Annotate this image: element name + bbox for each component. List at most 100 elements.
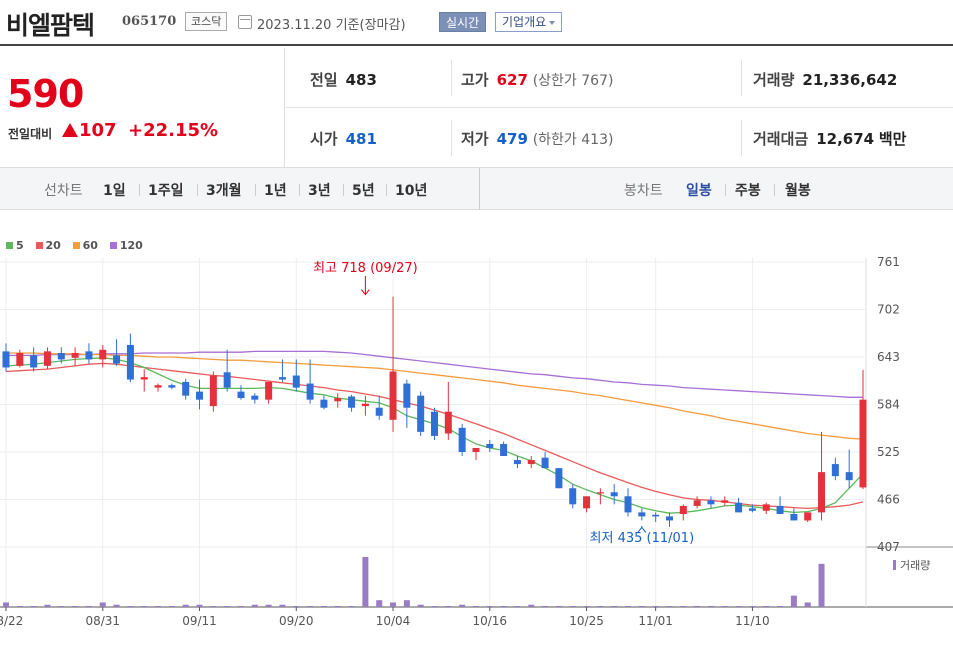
candle-daily[interactable]: 일봉 [686, 183, 712, 199]
candle-body [721, 500, 729, 503]
y-tick-label: 761 [877, 255, 900, 269]
candle-body [403, 383, 411, 408]
candle-monthly[interactable]: 월봉 [785, 183, 811, 199]
period-5y[interactable]: 5년 [352, 183, 375, 199]
candle-body [348, 396, 356, 408]
volume-bar [44, 604, 51, 607]
candle [458, 423, 466, 457]
candle-body [43, 351, 51, 366]
candle-body [638, 512, 646, 517]
candle-body [472, 447, 480, 452]
candle [624, 488, 632, 517]
candle-body [320, 399, 328, 408]
candle-body [334, 398, 342, 402]
candle-body [665, 516, 673, 521]
change-label: 전일대비 [8, 127, 53, 141]
candle [292, 359, 300, 392]
period-10y[interactable]: 10년 [395, 183, 428, 199]
company-info-dropdown[interactable]: 기업개요 [495, 12, 563, 32]
y-tick-label: 702 [877, 303, 900, 317]
candle [237, 385, 245, 400]
x-tick-label: 10/25 [569, 614, 604, 628]
realtime-button[interactable]: 실시간 [439, 12, 487, 32]
candle-body [500, 443, 508, 457]
volume-bar [210, 606, 217, 607]
volume-bar [307, 606, 314, 607]
trade-value: 거래대금 12,674 백만 [753, 130, 907, 148]
volume-bar [555, 606, 562, 607]
price-chart: 761 702 643 584 525 466 407 08/22 08/31 09/11 09/2… [0, 255, 953, 628]
candle [500, 441, 508, 457]
candle [665, 512, 673, 527]
candle [361, 395, 369, 416]
candle-body [417, 395, 425, 432]
candle [30, 347, 38, 372]
candle [223, 349, 231, 392]
candle [85, 343, 93, 364]
candle-body [237, 391, 245, 399]
x-tick-label: 08/22 [0, 614, 23, 628]
candle [71, 347, 79, 366]
volume-bar [431, 606, 438, 607]
candle-body [541, 457, 549, 469]
y-tick-label: 525 [877, 445, 900, 459]
period-1d[interactable]: 1일 [103, 183, 126, 199]
volume-bar [514, 606, 521, 607]
candle-body [859, 399, 867, 488]
candle [417, 391, 425, 436]
volume-bar [583, 606, 590, 607]
candle-body [2, 351, 10, 368]
volume-bar [569, 606, 576, 607]
candle [776, 496, 784, 514]
candle-body [513, 460, 521, 465]
volume-bar [735, 606, 742, 607]
candle [555, 468, 563, 489]
candle [859, 369, 867, 490]
candle-body [209, 375, 217, 407]
candle-body [527, 460, 535, 465]
candle-body [71, 352, 79, 358]
candle-body [679, 505, 687, 514]
candle-body [154, 385, 162, 388]
volume-bar [528, 604, 535, 607]
candle [845, 449, 853, 489]
period-3m[interactable]: 3개월 [206, 183, 242, 199]
volume-bar [597, 606, 604, 607]
candle-body [431, 411, 438, 436]
period-1w[interactable]: 1주일 [148, 183, 184, 199]
candle-body [610, 492, 618, 497]
volume-bar [638, 606, 645, 607]
period-3y[interactable]: 3년 [308, 183, 331, 199]
volume-bar [445, 606, 452, 607]
candle-body [375, 407, 383, 416]
candle [818, 431, 826, 521]
volume-legend-swatch [893, 560, 896, 570]
candle-body [845, 472, 853, 481]
candle [541, 452, 549, 469]
period-1y[interactable]: 1년 [264, 183, 287, 199]
candle-body [57, 352, 65, 360]
candle [679, 504, 687, 521]
line-chart-label: 선차트 [44, 183, 83, 199]
volume-bar [58, 606, 65, 607]
candle [721, 496, 729, 506]
volume-bar [694, 606, 701, 607]
candle-body [804, 512, 812, 521]
candle-body [16, 352, 24, 366]
candle [196, 379, 204, 410]
high-annotation-label: 최고 718 (09/27) [313, 261, 418, 276]
volume: 거래량 21,336,642 [753, 71, 898, 89]
candle [444, 381, 452, 440]
candle-body [278, 377, 286, 380]
ma-legend: 5 20 60 120 [6, 239, 151, 252]
open-price: 시가 481 [310, 130, 377, 148]
volume-bar [818, 563, 825, 607]
candle-weekly[interactable]: 주봉 [735, 183, 761, 199]
candle [610, 484, 618, 505]
candle-body [30, 355, 38, 368]
candle [748, 504, 756, 513]
candle [472, 447, 480, 461]
volume-bar [625, 606, 632, 607]
volume-bar [500, 606, 507, 607]
candle [140, 369, 148, 392]
